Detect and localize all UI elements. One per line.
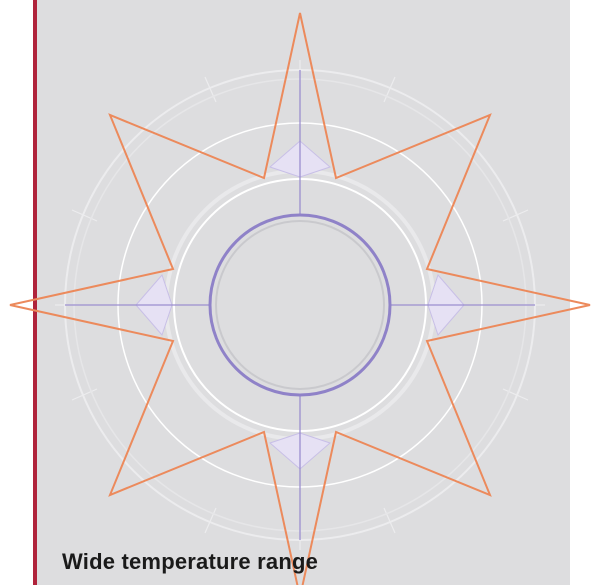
middle-ring-white	[173, 178, 427, 432]
axis-lines	[65, 70, 535, 540]
accent-bar	[33, 0, 37, 585]
caption-title: Wide temperature range	[62, 549, 319, 574]
star-outline	[9, 12, 591, 585]
inner-purple-ring	[208, 213, 392, 397]
inner-gray-ring	[215, 220, 385, 390]
